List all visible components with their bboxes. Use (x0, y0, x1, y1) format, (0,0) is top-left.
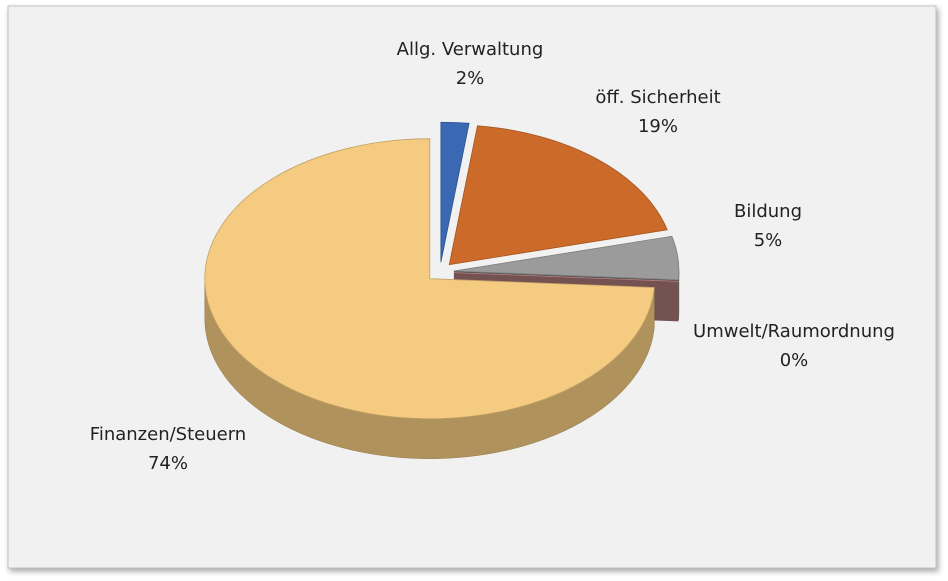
slice-value-label: 0% (780, 350, 809, 371)
slice-value-label: 2% (456, 68, 485, 89)
slice-value-label: 5% (754, 230, 783, 251)
slice-label: Bildung (734, 201, 802, 222)
slice-label: Umwelt/Raumordnung (693, 321, 895, 342)
slice-value-label: 19% (638, 116, 678, 137)
slice-label: Finanzen/Steuern (90, 424, 246, 445)
slice-value-label: 74% (148, 453, 188, 474)
slice-label: öff. Sicherheit (595, 87, 720, 108)
slice-label: Allg. Verwaltung (397, 39, 544, 60)
